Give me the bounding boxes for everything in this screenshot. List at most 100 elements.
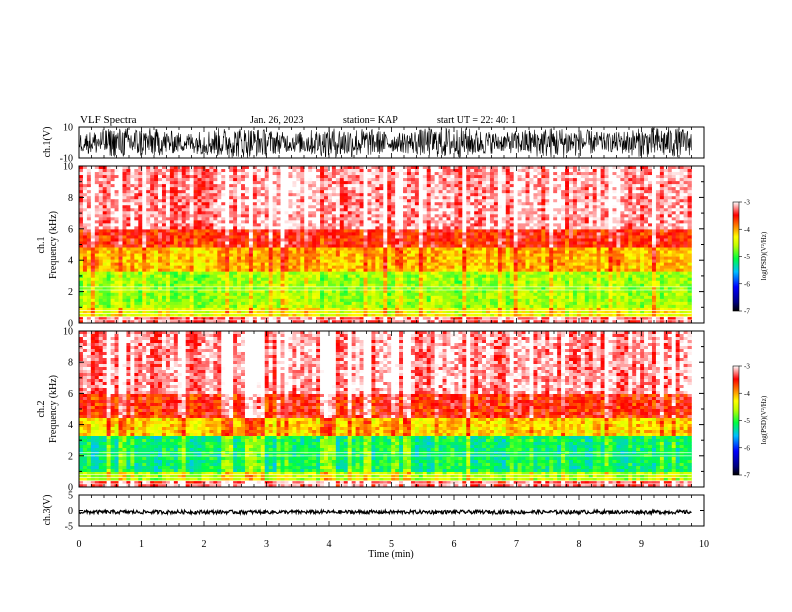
spectrogram-cell — [446, 259, 451, 263]
spectrogram-cell — [521, 226, 526, 230]
spectrogram-cell — [612, 187, 617, 191]
spectrogram-cell — [201, 244, 206, 248]
spectrogram-cell — [612, 244, 617, 248]
spectrogram-cell — [426, 202, 431, 206]
spectrogram-cell — [161, 184, 167, 188]
spectrogram-cell — [426, 169, 431, 173]
spectrogram-cell — [478, 259, 483, 263]
spectrogram-cell — [86, 187, 92, 191]
spectrogram-cell — [130, 244, 135, 248]
spectrogram-cell — [675, 175, 680, 179]
spectrogram-cell — [580, 211, 586, 215]
spectrogram-cell — [450, 256, 455, 260]
spectrogram-cell — [359, 169, 364, 173]
spectrogram-cell — [545, 211, 550, 215]
spectrogram-cell — [399, 238, 404, 242]
spectrogram-cell — [256, 205, 262, 209]
spectrogram-cell — [391, 232, 396, 236]
spectrogram-cell — [616, 247, 621, 251]
spectrogram-cell — [102, 172, 107, 176]
spectrogram-cell — [651, 190, 657, 194]
spectrogram-cell — [205, 217, 210, 221]
spectrogram-cell — [79, 217, 84, 221]
spectrogram-cell — [489, 244, 495, 248]
spectrogram-cell — [296, 172, 301, 176]
spectrogram-cell — [241, 235, 246, 239]
spectrogram-cell — [414, 199, 420, 203]
spectrogram-cell — [493, 241, 499, 245]
spectrogram-cell — [640, 253, 645, 257]
spectrogram-cell — [679, 235, 684, 239]
spectrogram-cell — [608, 202, 613, 206]
spectrogram-cell — [636, 190, 641, 194]
spectrogram-cell — [644, 208, 649, 212]
spectrogram-cell — [161, 172, 167, 176]
spectrogram-cell — [418, 181, 424, 185]
spectrogram-cell — [644, 184, 649, 188]
spectrogram-cell — [561, 175, 566, 179]
spectrogram-cell — [248, 250, 254, 254]
spectrogram-cell — [173, 178, 179, 182]
spectrogram-cell — [521, 202, 526, 206]
spectrogram-cell — [521, 208, 526, 212]
spectrogram-cell — [300, 232, 305, 236]
spectrogram-cell — [158, 247, 163, 251]
spectrogram-cell — [268, 205, 273, 209]
spectrogram-cell — [343, 256, 349, 260]
spectrogram-cell — [264, 256, 269, 260]
spectrogram-cell — [659, 208, 665, 212]
spectrogram-cell — [154, 214, 159, 218]
ytick-label: 10 — [63, 123, 73, 134]
spectrogram-cell — [106, 259, 111, 263]
spectrogram-cell — [300, 250, 305, 254]
spectrogram-cell — [280, 214, 285, 218]
spectrogram-cell — [644, 250, 649, 254]
spectrogram-cell — [359, 172, 364, 176]
spectrogram-cell — [458, 181, 463, 185]
spectrogram-cell — [193, 178, 198, 182]
spectrogram-cell — [640, 184, 645, 188]
spectrogram-cell — [462, 250, 467, 254]
spectrogram-cell — [395, 217, 400, 221]
spectrogram-cell — [391, 211, 396, 215]
spectrogram-cell — [541, 259, 546, 263]
spectrogram-cell — [553, 250, 558, 254]
spectrogram-cell — [288, 208, 293, 212]
spectrogram-cell — [260, 223, 266, 227]
spectrogram-cell — [565, 166, 570, 170]
spectrogram-cell — [458, 178, 463, 182]
spectrogram-cell — [671, 187, 676, 191]
spectrogram-cell — [612, 226, 617, 230]
spectrogram-cell — [648, 202, 653, 206]
spectrogram-cell — [383, 256, 388, 260]
spectrogram-cell — [608, 250, 613, 254]
spectrogram-cell — [525, 238, 530, 242]
spectrogram-cell — [395, 205, 400, 209]
spectrogram-cell — [118, 196, 123, 200]
spectrogram-cell — [304, 241, 309, 245]
spectrogram-cell — [478, 256, 483, 260]
spectrogram-cell — [576, 196, 582, 200]
spectrogram-cell — [331, 196, 337, 200]
spectrogram-cell — [256, 232, 262, 236]
spectrogram-cell — [335, 220, 341, 224]
spectrogram-cell — [126, 172, 131, 176]
spectrogram-cell — [181, 241, 186, 245]
spectrogram-cell — [497, 238, 503, 242]
spectrogram-cell — [161, 187, 167, 191]
spectrogram-cell — [221, 199, 226, 203]
spectrogram-cell — [470, 190, 475, 194]
spectrogram-cell — [331, 202, 337, 206]
spectrogram-cell — [343, 250, 349, 254]
spectrogram-cell — [628, 232, 633, 236]
spectrogram-cell — [545, 196, 550, 200]
spectrogram-cell — [521, 178, 526, 182]
spectrogram-cell — [399, 208, 404, 212]
spectrogram-cell — [229, 166, 234, 170]
spectrogram-cell — [406, 184, 412, 188]
spectrogram-cell — [150, 193, 155, 197]
spectrogram-cell — [640, 178, 645, 182]
spectrogram-cell — [217, 259, 222, 263]
spectrogram-cell — [687, 172, 692, 176]
spectrogram-cell — [434, 211, 439, 215]
